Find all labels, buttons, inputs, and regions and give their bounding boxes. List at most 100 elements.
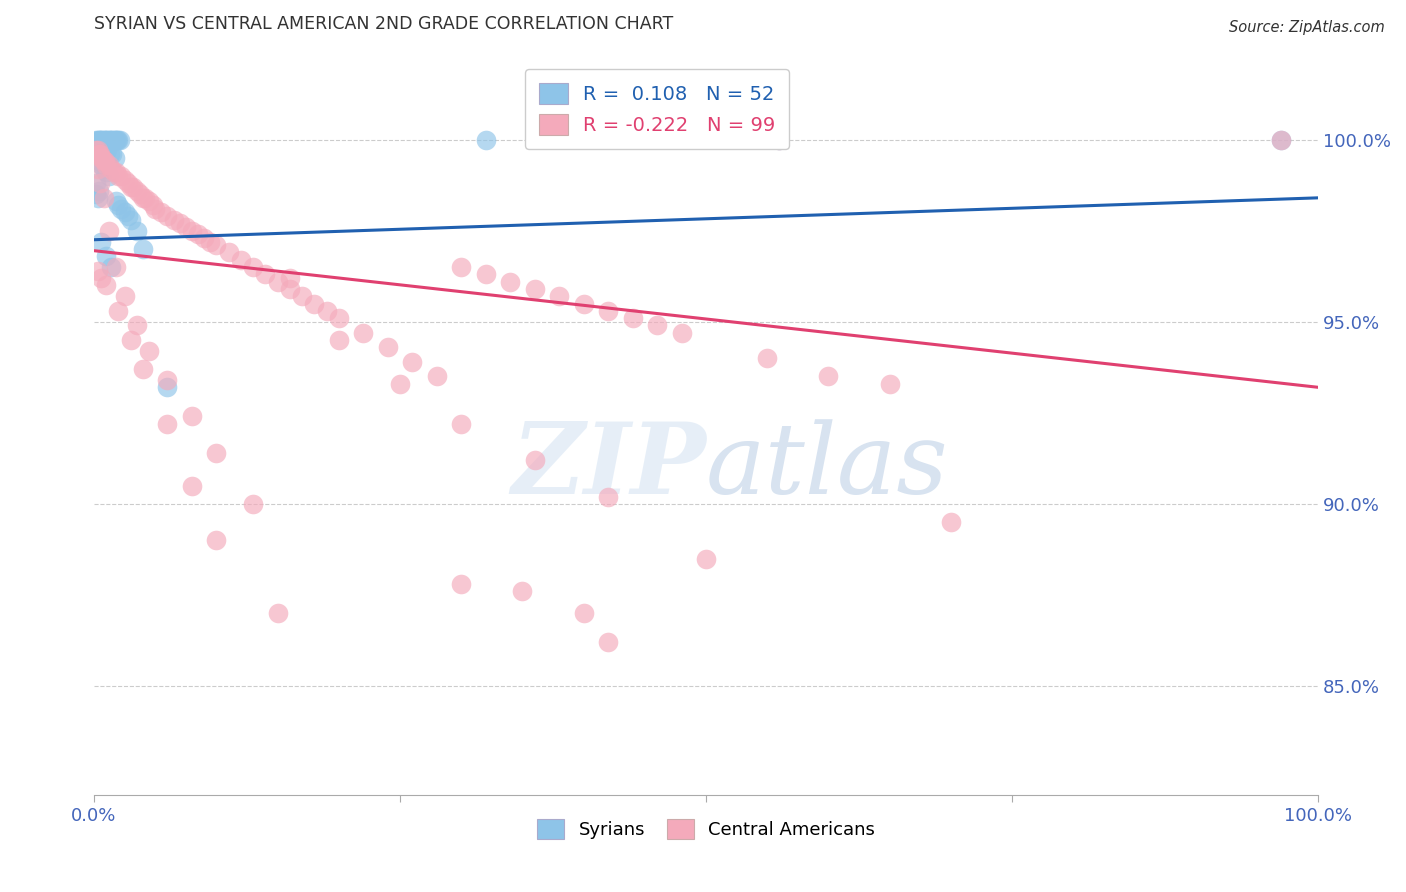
Point (96, 132, 118, 146)
Text: SYRIAN VS CENTRAL AMERICAN 2ND GRADE CORRELATION CHART: SYRIAN VS CENTRAL AMERICAN 2ND GRADE COR… (94, 15, 673, 33)
Point (548, 289, 571, 303)
Point (174, 219, 197, 234)
Point (110, 202, 132, 216)
Point (138, 343, 160, 358)
Point (100, 260, 122, 274)
Point (107, 169, 129, 183)
Point (162, 212, 184, 227)
Point (101, 132, 124, 146)
Point (97, 224, 120, 238)
Point (939, 515, 962, 529)
Point (86, 191, 108, 205)
Point (108, 132, 131, 146)
Point (86, 187, 108, 202)
Point (110, 169, 132, 183)
Point (426, 369, 449, 384)
Point (499, 275, 522, 289)
Point (86, 132, 108, 146)
Point (817, 369, 839, 384)
Point (132, 362, 155, 376)
Point (89, 132, 111, 146)
Legend: Syrians, Central Americans: Syrians, Central Americans (530, 812, 883, 847)
Point (671, 326, 693, 340)
Point (132, 242, 155, 256)
Point (1270, 132, 1292, 146)
Point (598, 303, 620, 318)
Point (97, 169, 120, 183)
Point (101, 147, 124, 161)
Point (328, 311, 350, 326)
Point (87, 154, 110, 169)
Point (104, 132, 127, 146)
Point (104, 132, 127, 146)
Point (278, 271, 301, 285)
Point (156, 209, 179, 223)
Point (132, 191, 155, 205)
Point (94, 154, 117, 169)
Point (193, 231, 215, 245)
Point (89, 176, 111, 190)
Point (97, 132, 120, 146)
Point (180, 478, 202, 492)
Point (117, 209, 139, 223)
Point (93, 161, 115, 176)
Point (86, 161, 108, 176)
Point (229, 252, 252, 267)
Point (107, 198, 129, 212)
Point (572, 296, 595, 310)
Point (388, 376, 411, 391)
Point (94, 144, 117, 158)
Point (96, 278, 118, 293)
Point (512, 584, 534, 599)
Point (218, 245, 240, 260)
Point (90, 235, 112, 249)
Point (138, 194, 160, 209)
Point (523, 453, 546, 467)
Point (129, 187, 152, 202)
Point (474, 132, 496, 146)
Point (205, 446, 228, 460)
Point (86, 132, 108, 146)
Point (87, 184, 110, 198)
Point (242, 260, 264, 274)
Text: Source: ZipAtlas.com: Source: ZipAtlas.com (1229, 20, 1385, 35)
Point (450, 577, 472, 591)
Point (107, 303, 129, 318)
Point (180, 224, 202, 238)
Point (114, 289, 136, 303)
Point (120, 212, 142, 227)
Point (134, 191, 156, 205)
Point (352, 326, 374, 340)
Point (242, 497, 264, 511)
Point (328, 333, 350, 347)
Point (598, 635, 620, 649)
Point (86, 140, 108, 154)
Point (86, 144, 108, 158)
Point (377, 340, 399, 354)
Point (104, 194, 127, 209)
Point (205, 238, 228, 252)
Point (120, 333, 142, 347)
Point (695, 551, 717, 566)
Point (756, 351, 779, 366)
Point (103, 165, 125, 179)
Point (572, 606, 595, 620)
Point (142, 198, 165, 212)
Point (86, 144, 108, 158)
Point (91, 132, 114, 146)
Point (91, 140, 114, 154)
Point (450, 417, 472, 431)
Point (89, 147, 111, 161)
Point (93, 191, 115, 205)
Point (125, 184, 148, 198)
Point (156, 380, 179, 394)
Point (645, 318, 668, 333)
Point (291, 289, 314, 303)
Point (90, 271, 112, 285)
Point (105, 132, 128, 146)
Point (200, 235, 222, 249)
Text: ZIP: ZIP (510, 418, 706, 515)
Point (104, 165, 127, 179)
Point (768, 132, 790, 146)
Point (187, 227, 209, 242)
